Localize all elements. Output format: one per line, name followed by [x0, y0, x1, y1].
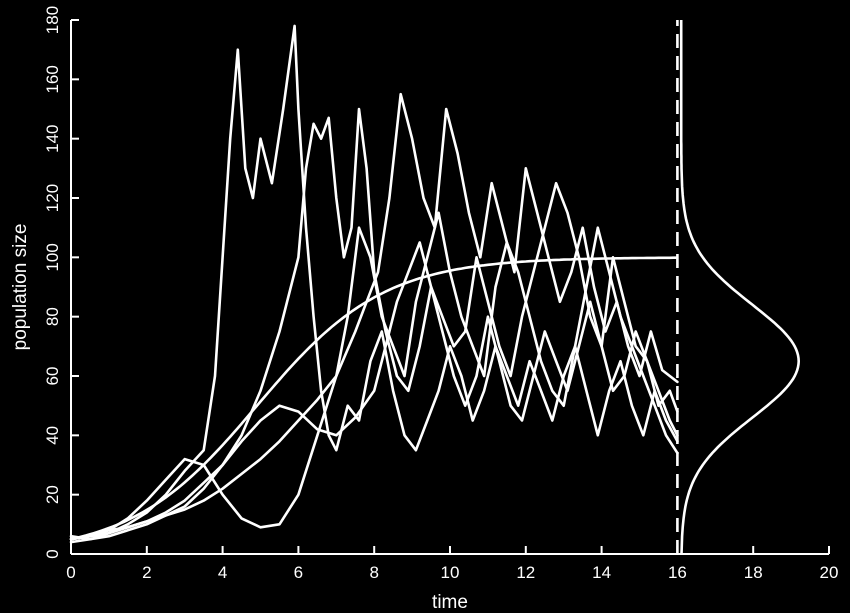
x-tick-label: 6 — [294, 563, 303, 582]
x-tick-label: 2 — [142, 563, 151, 582]
trajectory-2 — [69, 107, 679, 541]
logistic-curve — [70, 256, 678, 541]
y-tick-label: 180 — [43, 6, 62, 34]
trajectory-5 — [69, 181, 679, 541]
y-tick-label: 160 — [43, 65, 62, 93]
x-tick-label: 14 — [592, 563, 611, 582]
trajectory-4 — [69, 211, 679, 541]
trajectory-3 — [69, 92, 679, 544]
y-tick-label: 100 — [43, 243, 62, 271]
x-tick-label: 0 — [66, 563, 75, 582]
y-tick-label: 0 — [43, 549, 62, 558]
y-ticks: 0 20 40 60 80 100 120 140 160 180 — [43, 6, 79, 559]
axes — [70, 20, 829, 555]
x-axis-title: time — [432, 592, 468, 613]
y-tick-label: 60 — [43, 367, 62, 386]
x-tick-label: 8 — [369, 563, 378, 582]
y-axis-title: population size — [10, 224, 31, 351]
y-tick-label: 20 — [43, 485, 62, 504]
x-tick-label: 16 — [668, 563, 687, 582]
y-tick-label: 40 — [43, 426, 62, 445]
x-tick-label: 12 — [516, 563, 535, 582]
y-tick-label: 140 — [43, 124, 62, 152]
stochastic-trajectories — [69, 24, 679, 544]
x-ticks: 0 2 4 6 8 10 12 14 16 18 20 — [66, 546, 838, 582]
x-tick-label: 10 — [441, 563, 460, 582]
x-tick-label: 20 — [820, 563, 839, 582]
stationary-distribution-curve — [679, 20, 801, 555]
x-tick-label: 4 — [218, 563, 227, 582]
x-tick-label: 18 — [744, 563, 763, 582]
y-tick-label: 120 — [43, 184, 62, 212]
y-tick-label: 80 — [43, 307, 62, 326]
